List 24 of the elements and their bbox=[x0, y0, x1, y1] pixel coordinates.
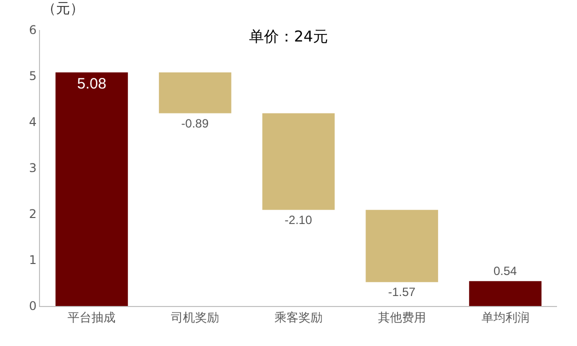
data-label: -1.57 bbox=[388, 285, 416, 300]
y-tick-label: 1 bbox=[28, 253, 37, 268]
x-tick-label: 平台抽成 bbox=[68, 310, 116, 324]
data-label: -2.10 bbox=[284, 212, 312, 227]
x-tick-label: 单均利润 bbox=[481, 310, 530, 324]
bar bbox=[56, 72, 128, 306]
x-tick-label: 其他费用 bbox=[378, 310, 426, 324]
y-axis-title: （元） bbox=[42, 1, 84, 17]
data-label: 5.08 bbox=[77, 75, 106, 92]
bar bbox=[158, 72, 232, 114]
data-label: 0.54 bbox=[493, 264, 518, 278]
bar bbox=[469, 281, 542, 306]
x-tick-label: 乘客奖励 bbox=[274, 310, 322, 324]
chart-title: 单价：24元 bbox=[248, 28, 328, 46]
y-tick-label: 6 bbox=[28, 23, 37, 38]
data-label: -0.89 bbox=[181, 116, 209, 130]
y-tick-label: 2 bbox=[28, 207, 37, 222]
y-tick-label: 4 bbox=[28, 115, 37, 130]
y-tick-label: 0 bbox=[28, 299, 37, 314]
y-tick-label: 3 bbox=[28, 161, 37, 176]
bar bbox=[366, 210, 438, 282]
x-tick-label: 司机奖励 bbox=[171, 310, 220, 324]
y-tick-label: 5 bbox=[28, 69, 37, 84]
bar bbox=[262, 113, 335, 210]
